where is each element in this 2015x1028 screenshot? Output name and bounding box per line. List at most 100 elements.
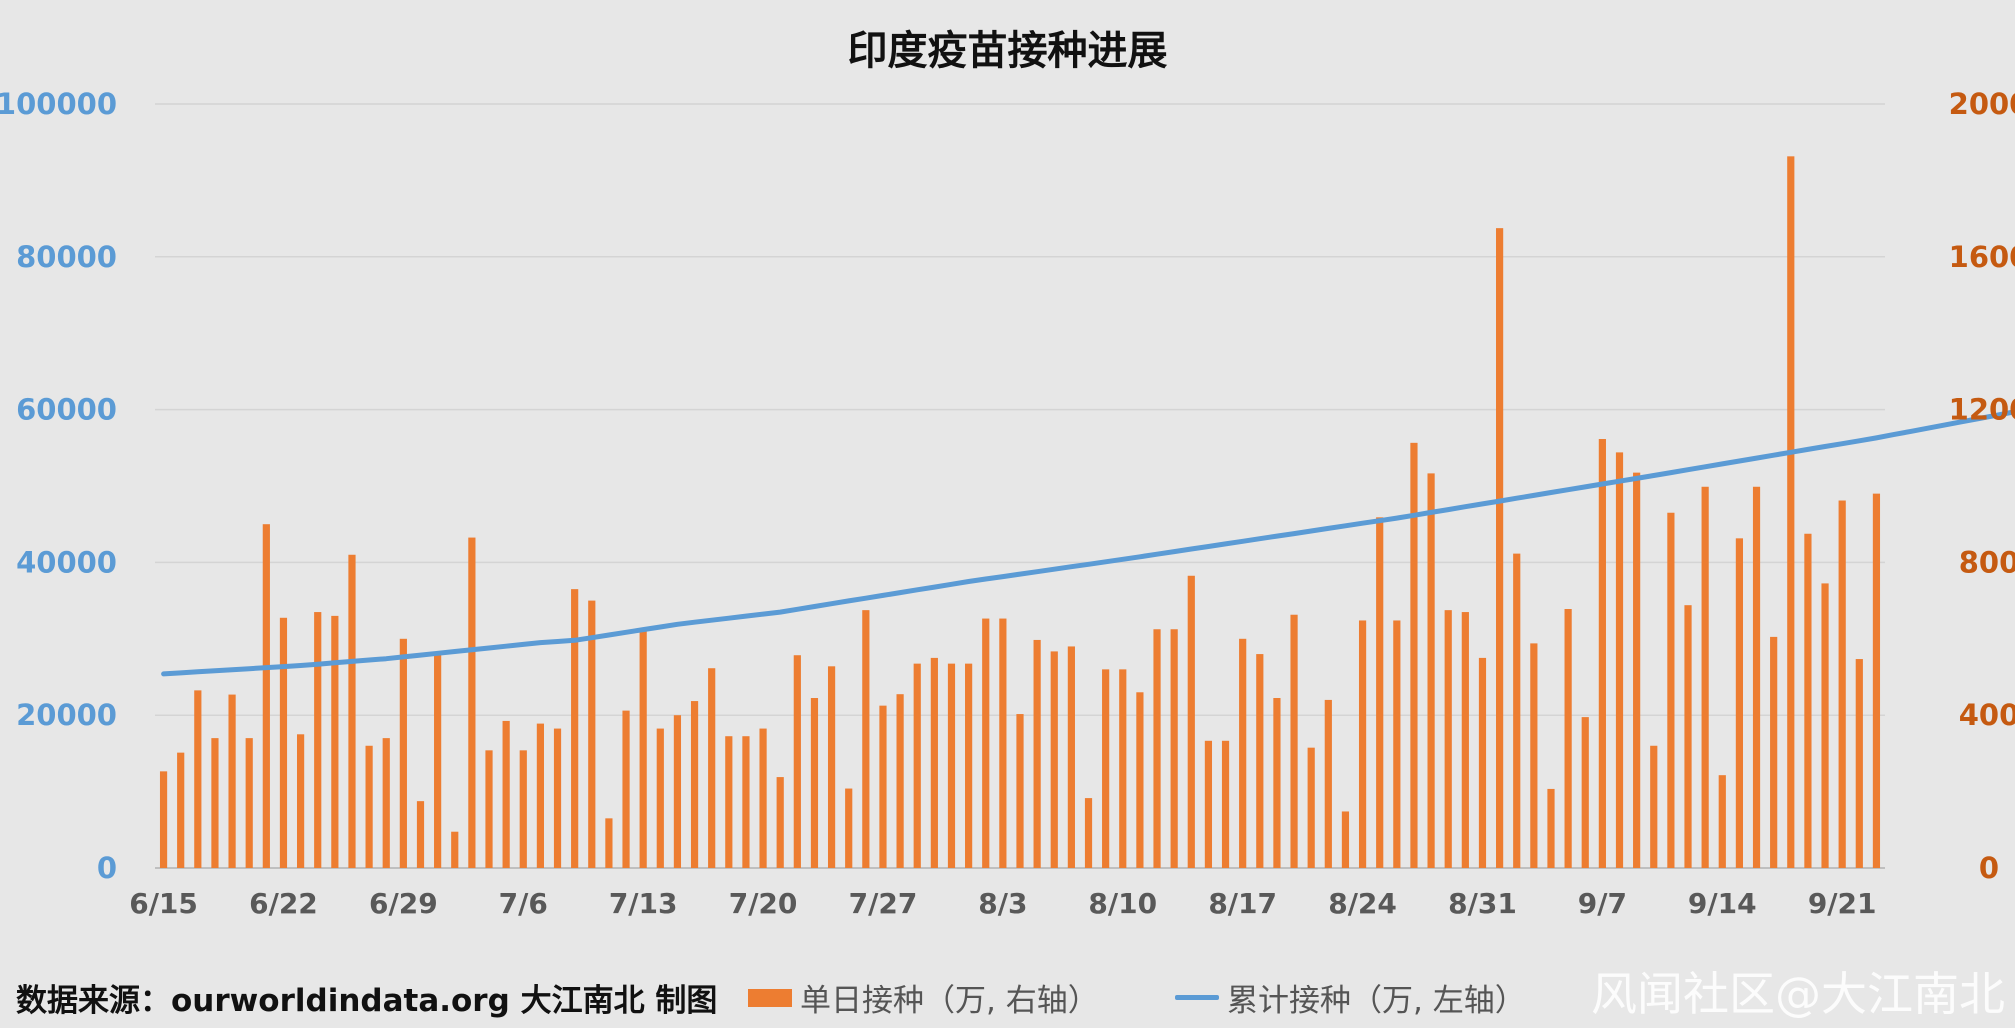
- daily-bar: [639, 630, 647, 868]
- daily-bar: [296, 734, 305, 868]
- daily-bar: [879, 705, 887, 868]
- daily-bar: [1239, 638, 1247, 868]
- x-axis-tick-label: 6/15: [129, 887, 198, 920]
- daily-bar: [1033, 639, 1041, 868]
- daily-bar: [1667, 512, 1675, 868]
- daily-bar: [1770, 636, 1778, 868]
- left-axis: 0 20000 40000 60000 80000 100000: [0, 87, 117, 885]
- daily-bar: [1136, 692, 1144, 868]
- daily-bar: [1478, 657, 1487, 868]
- x-axis-tick-label: 8/3: [978, 887, 1027, 920]
- daily-bar: [1787, 156, 1795, 869]
- daily-bar: [1564, 609, 1572, 868]
- daily-bar: [1855, 659, 1863, 868]
- daily-bar: [1427, 473, 1435, 868]
- daily-bar: [1633, 472, 1641, 868]
- daily-bar: [1050, 651, 1058, 868]
- right-axis-tick-label: 2000: [1949, 87, 2015, 121]
- daily-bar: [279, 617, 288, 868]
- daily-bar: [159, 771, 168, 868]
- right-axis: 0 400 800 1200 1600 2000: [1949, 87, 2015, 885]
- daily-bar: [1821, 583, 1829, 868]
- daily-bar: [1513, 553, 1521, 868]
- x-axis-tick-label: 7/6: [499, 887, 548, 920]
- x-axis-tick-label: 8/31: [1448, 887, 1517, 920]
- daily-bar: [1290, 614, 1298, 868]
- daily-bar: [1102, 669, 1110, 868]
- daily-bar: [1496, 228, 1504, 868]
- daily-bar: [451, 831, 459, 868]
- daily-bar: [502, 720, 510, 868]
- legend-label-cumulative: 累计接种（万, 左轴）: [1227, 983, 1526, 1019]
- daily-bar: [485, 750, 493, 868]
- daily-bar: [553, 728, 562, 868]
- daily-bar: [965, 663, 973, 868]
- x-axis-tick-label: 7/20: [729, 887, 798, 920]
- legend-item-cumulative: 累计接种（万, 左轴）: [1175, 975, 1526, 1020]
- daily-bar: [862, 610, 870, 868]
- right-axis-tick-label: 0: [1979, 851, 1999, 885]
- daily-bar: [1718, 775, 1726, 868]
- daily-bar: [245, 738, 253, 868]
- daily-bar: [1444, 610, 1452, 868]
- daily-bar: [1376, 517, 1384, 868]
- daily-bar: [382, 738, 390, 868]
- x-axis-tick-label: 6/22: [249, 887, 318, 920]
- daily-bar: [1804, 533, 1812, 868]
- daily-bar: [1256, 654, 1264, 868]
- daily-bar: [622, 710, 630, 868]
- daily-bar: [434, 654, 442, 868]
- daily-bar: [1016, 714, 1024, 868]
- daily-bar: [1187, 575, 1195, 868]
- daily-bar: [1838, 500, 1846, 868]
- daily-bar: [1615, 452, 1624, 868]
- daily-bar: [1650, 745, 1658, 868]
- daily-bar: [1324, 699, 1332, 868]
- daily-bars-series: [159, 156, 1881, 869]
- daily-bar: [262, 524, 270, 868]
- cumulative-line-series: [161, 409, 2015, 677]
- daily-bar: [1170, 629, 1178, 868]
- watermark: 风闻社区@大江南北: [1591, 967, 2005, 1021]
- left-axis-tick-label: 40000: [16, 545, 117, 579]
- daily-bar: [211, 738, 219, 868]
- right-axis-tick-label: 1600: [1949, 240, 2015, 274]
- daily-bar: [348, 554, 356, 868]
- daily-bar: [742, 736, 750, 868]
- legend-label-daily: 单日接种（万, 右轴）: [800, 983, 1099, 1019]
- daily-bar: [776, 777, 784, 868]
- daily-bar: [228, 694, 236, 868]
- legend-swatch-line: [1175, 995, 1219, 1000]
- chart-title: 印度疫苗接种进展: [847, 28, 1168, 74]
- daily-bar: [536, 723, 544, 868]
- cumulative-line: [161, 409, 2015, 677]
- daily-bar: [913, 663, 921, 868]
- daily-bar: [947, 663, 956, 868]
- daily-bar: [1358, 620, 1367, 868]
- daily-bar: [656, 728, 664, 868]
- daily-bar: [1307, 747, 1315, 868]
- daily-bar: [1752, 486, 1761, 868]
- daily-bar: [365, 745, 373, 868]
- x-axis-tick-label: 8/17: [1208, 887, 1277, 920]
- daily-bar: [1872, 493, 1881, 868]
- daily-bar: [982, 618, 990, 868]
- daily-bar: [331, 615, 339, 868]
- daily-bar: [690, 701, 699, 868]
- daily-bar: [1153, 629, 1161, 868]
- left-axis-tick-label: 60000: [16, 393, 117, 427]
- daily-bar: [1701, 486, 1709, 868]
- left-axis-tick-label: 20000: [16, 698, 117, 732]
- daily-bar: [845, 788, 853, 868]
- daily-bar: [725, 736, 733, 868]
- daily-bar: [708, 668, 716, 868]
- daily-bar: [399, 638, 407, 868]
- x-axis-tick-label: 9/14: [1688, 887, 1757, 920]
- x-axis-tick-label: 7/27: [849, 887, 918, 920]
- daily-bar: [588, 600, 596, 868]
- daily-bar: [1461, 612, 1469, 868]
- x-axis-tick-label: 6/29: [369, 887, 438, 920]
- daily-bar: [1410, 442, 1418, 868]
- legend-swatch-bar: [748, 988, 792, 1007]
